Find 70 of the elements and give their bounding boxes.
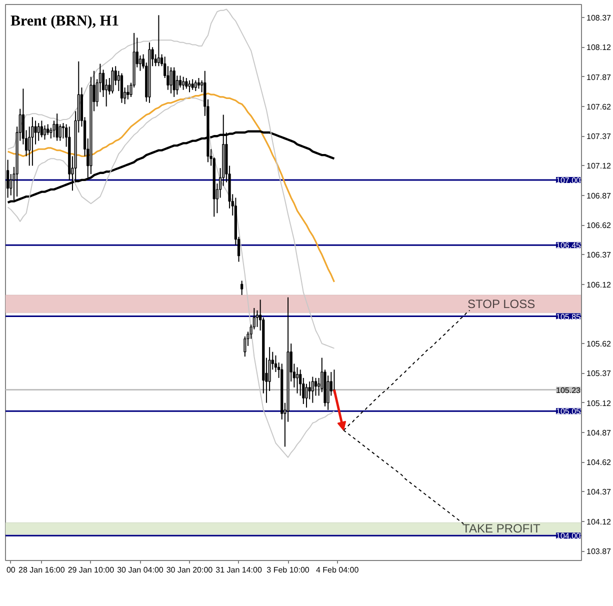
band-label: STOP LOSS — [468, 296, 536, 311]
line-series — [7, 92, 336, 283]
y-tick-label: 108.12 — [586, 43, 612, 52]
line-series — [7, 8, 335, 349]
y-tick-label: 104.87 — [586, 428, 612, 438]
candlestick — [256, 310, 259, 328]
x-tick-label: 31 Jan 14:00 — [216, 566, 262, 574]
y-tick-label: 107.37 — [586, 132, 612, 142]
candlestick — [56, 113, 58, 142]
y-tick-label: 104.37 — [586, 488, 612, 497]
band-label: TAKE PROFIT — [462, 521, 541, 536]
candlestick — [157, 14, 160, 67]
candlestick — [305, 383, 308, 408]
y-tick-label: 107.62 — [586, 102, 612, 112]
candlestick — [172, 66, 176, 98]
y-tick-label: 106.62 — [586, 221, 612, 230]
x-tick-label: 30 Jan 04:00 — [117, 566, 164, 574]
candlestick — [197, 78, 200, 90]
y-tick-label: 105.12 — [586, 398, 612, 408]
candlestick — [178, 75, 182, 88]
ref-line-label: 105.05 — [556, 407, 582, 416]
candlestick — [6, 159, 10, 198]
candlestick — [43, 124, 46, 140]
y-tick-label: 108.37 — [586, 14, 612, 23]
candlestick — [194, 80, 197, 92]
candlestick — [314, 377, 318, 396]
y-tick-label: 105.37 — [586, 369, 612, 378]
x-tick-label: 4 Feb 04:00 — [316, 566, 360, 574]
y-tick-label: 106.12 — [586, 280, 612, 290]
candlestick — [31, 116, 34, 166]
x-tick-label: 28 Jan 16:00 — [18, 566, 66, 574]
candlestick — [120, 72, 124, 104]
ref-line-label: 104.00 — [556, 532, 582, 541]
ref-line-label: 105.23 — [556, 386, 582, 395]
candlestick — [191, 78, 194, 90]
x-tick-label: 3 Feb 10:00 — [266, 566, 310, 574]
y-tick-label: 107.12 — [586, 162, 612, 171]
y-tick-label: 107.87 — [586, 72, 612, 82]
candlestick — [308, 380, 311, 400]
x-tick-label: 00 — [6, 566, 16, 574]
candlestick — [126, 84, 130, 100]
candlestick — [111, 66, 114, 94]
ref-line-label: 107.00 — [556, 176, 582, 185]
candlestick — [296, 366, 299, 394]
candlestick — [244, 336, 246, 358]
x-tick-label: 29 Jan 10:00 — [68, 566, 115, 574]
candlestick — [326, 375, 330, 410]
candlestick — [52, 120, 56, 138]
candlestick — [40, 120, 43, 138]
candlestick — [34, 120, 37, 145]
candlestick — [311, 376, 314, 404]
candlestick — [37, 122, 40, 142]
candlestick — [185, 78, 188, 90]
y-tick-label: 105.62 — [586, 340, 612, 349]
candlestick — [138, 54, 142, 72]
y-tick-label: 106.87 — [586, 191, 612, 200]
candlestick — [188, 80, 191, 93]
candlestick — [58, 124, 62, 142]
ref-line-label: 105.85 — [556, 312, 582, 322]
x-tick-label: 30 Jan 20:00 — [166, 566, 214, 574]
ref-line-label: 106.45 — [556, 241, 582, 250]
candlestick — [240, 280, 244, 296]
candlestick — [46, 124, 50, 136]
candlestick — [170, 66, 172, 94]
candlestick — [182, 76, 185, 90]
y-tick-label: 104.62 — [586, 458, 612, 468]
y-tick-label: 106.37 — [586, 250, 612, 260]
y-tick-label: 103.87 — [586, 547, 612, 556]
text: Brent (BRN), H1 — [10, 14, 119, 30]
y-tick-label: 104.12 — [586, 517, 612, 526]
